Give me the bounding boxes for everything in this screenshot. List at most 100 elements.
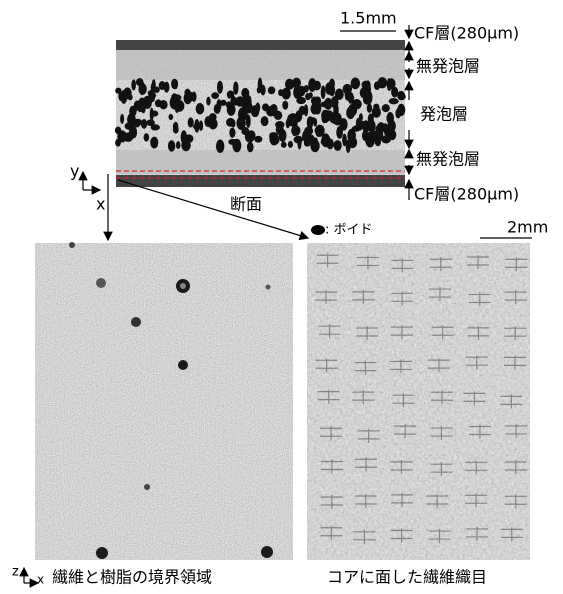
foam-cell — [120, 114, 124, 124]
layer-label: 無発泡層 — [416, 150, 480, 169]
foam-cell — [325, 82, 333, 94]
panel-image — [307, 243, 530, 560]
foam-cell — [134, 101, 141, 111]
scale-label: 2mm — [507, 218, 548, 237]
foam-cell — [356, 118, 361, 128]
axis-label: y — [70, 162, 79, 181]
foam-cell — [247, 142, 254, 152]
foam-cell — [269, 132, 278, 145]
layer-label: 無発泡層 — [416, 57, 480, 76]
foam-cell — [217, 81, 223, 94]
foam-cell — [211, 92, 219, 99]
foam-cell — [125, 122, 135, 130]
foam-cell — [275, 121, 284, 128]
foam-cell — [375, 124, 383, 137]
foam-cell — [282, 101, 288, 110]
foam-cell — [169, 114, 174, 120]
foam-cell — [150, 137, 158, 149]
foam-cell — [307, 116, 313, 129]
foam-cell — [139, 82, 146, 95]
foam-cell — [199, 120, 203, 131]
foam-cell — [321, 110, 329, 122]
foam-cell — [176, 141, 181, 149]
foam-cell — [309, 92, 313, 98]
foam-cell — [268, 86, 275, 94]
foam-cell — [296, 97, 306, 104]
foam-cell — [365, 80, 371, 90]
foam-cell — [310, 140, 319, 153]
foam-cell — [286, 119, 290, 128]
foam-cell — [377, 79, 386, 87]
foam-cell — [308, 78, 316, 92]
foam-cell — [159, 100, 167, 109]
foam-cell — [321, 85, 326, 99]
foam-cell — [261, 116, 269, 126]
foam-cell — [367, 104, 372, 113]
axes-icon — [24, 568, 38, 583]
foam-cell — [260, 85, 265, 96]
foam-cell — [373, 104, 379, 110]
foam-cell — [281, 142, 287, 148]
foam-cell — [326, 138, 333, 149]
foam-cell — [352, 99, 362, 109]
foam-cell — [148, 90, 153, 96]
foam-cell — [345, 87, 349, 99]
axis-label: x — [37, 573, 44, 587]
foam-cell — [333, 113, 342, 126]
foam-cell — [299, 106, 306, 115]
foam-cell — [304, 85, 309, 92]
foam-cell — [242, 100, 251, 111]
foam-cell — [381, 135, 391, 143]
layer-label: CF層(280µm) — [414, 24, 519, 43]
foam-cell — [324, 98, 332, 110]
foam-cell — [333, 140, 341, 151]
foam-cell — [257, 87, 261, 94]
foam-cell — [194, 119, 199, 133]
foam-cell — [229, 128, 235, 138]
foam-cell — [255, 103, 260, 113]
foam-cell — [141, 105, 145, 113]
foam-cell — [173, 79, 178, 89]
foam-cell — [282, 88, 291, 100]
foam-cell — [151, 111, 158, 117]
foam-cell — [141, 119, 147, 129]
foam-cell — [316, 129, 322, 137]
foam-cell — [262, 103, 269, 111]
foam-cell — [146, 119, 154, 126]
foam-cell — [382, 104, 390, 112]
foam-cell — [128, 94, 133, 100]
foam-cell — [302, 130, 311, 143]
cross-section-caption: 断面 — [230, 195, 262, 214]
foam-cell — [216, 139, 224, 152]
foam-cell — [346, 107, 355, 120]
foam-cell — [153, 87, 159, 93]
foam-cell — [196, 103, 205, 114]
panel-caption: コアに面した繊維織目 — [327, 568, 487, 587]
foam-cell — [227, 103, 236, 116]
foam-cell — [168, 140, 175, 151]
foam-cell — [208, 118, 217, 129]
foam-cell — [293, 136, 303, 144]
panel-caption: 繊維と樹脂の境界領域 — [52, 568, 212, 587]
foam-cell — [133, 119, 142, 126]
foam-cell — [115, 127, 121, 134]
foam-cell — [314, 96, 321, 104]
axis-label: x — [96, 195, 105, 214]
foam-cell — [144, 133, 150, 141]
foam-cell — [131, 79, 136, 90]
foam-cell — [387, 78, 392, 91]
foam-cell — [216, 99, 221, 110]
void-legend-marker — [311, 225, 325, 235]
foam-cell — [391, 87, 398, 98]
foam-cell — [227, 91, 231, 99]
foam-cell — [254, 136, 262, 143]
foam-cell — [206, 97, 210, 106]
axis-label: z — [12, 565, 19, 580]
foam-cell — [184, 89, 190, 98]
foam-cell — [173, 122, 178, 132]
foam-cell — [389, 98, 399, 104]
foam-cell — [120, 90, 127, 104]
foam-cell — [397, 91, 405, 100]
layer-label: 発泡層 — [420, 105, 468, 124]
cross-section-image — [115, 40, 406, 187]
